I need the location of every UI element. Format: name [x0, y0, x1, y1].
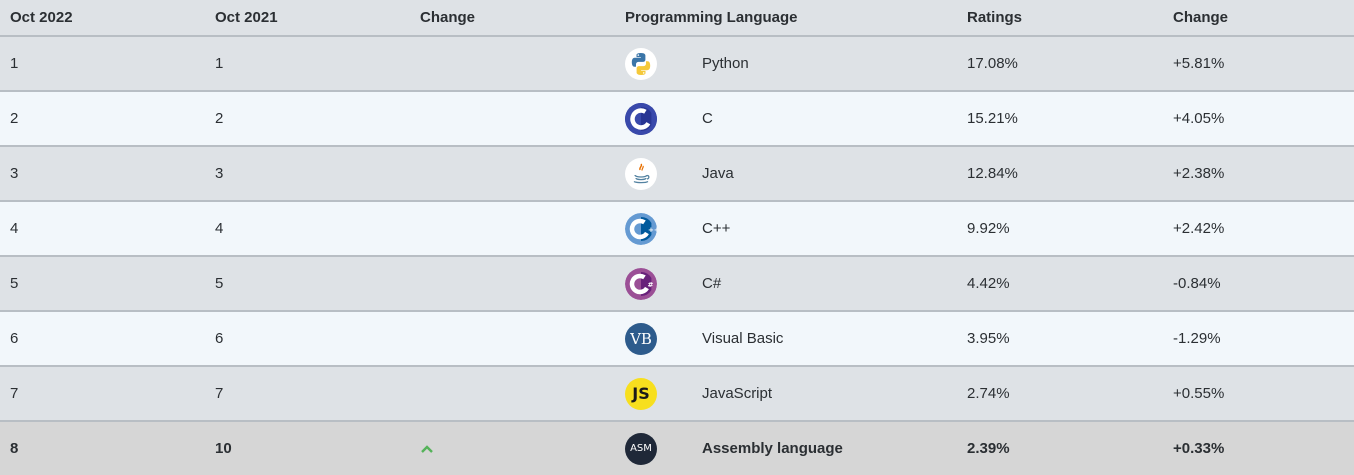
rating-change: +5.81%	[1173, 55, 1225, 72]
table-row: 7 7 JS JavaScript 2.74% +0.55%	[0, 367, 1354, 422]
language-logo	[625, 37, 657, 90]
language-name[interactable]: Python	[702, 55, 749, 72]
table-row: 2 2 C 15.21% +4.05%	[0, 92, 1354, 147]
language-logo: #	[625, 257, 657, 310]
language-logo	[625, 92, 657, 145]
header-rating-change[interactable]: Change	[1173, 9, 1229, 26]
language-logo	[625, 147, 657, 200]
rank-2021: 5	[215, 275, 224, 292]
rating: 9.92%	[967, 220, 1010, 237]
language-name[interactable]: JavaScript	[702, 385, 773, 402]
js-icon-text: JS	[632, 384, 650, 403]
rank-2022: 8	[10, 440, 19, 457]
rating: 2.39%	[967, 440, 1010, 457]
rating: 2.74%	[967, 385, 1010, 402]
rating-change: +2.42%	[1173, 220, 1225, 237]
rank-2021: 10	[215, 440, 232, 457]
python-icon	[625, 47, 657, 80]
rank-2022: 4	[10, 220, 19, 237]
rank-2022: 1	[10, 55, 19, 72]
rating-change: +2.38%	[1173, 165, 1225, 182]
arrow-up-icon	[421, 444, 433, 453]
rank-2021: 6	[215, 330, 224, 347]
language-name[interactable]: Assembly language	[702, 440, 843, 457]
rank-2021: 7	[215, 385, 224, 402]
header-change[interactable]: Change	[420, 9, 476, 26]
asm-icon-text: ASM	[630, 443, 652, 454]
rating-change: -1.29%	[1173, 330, 1221, 347]
rating: 15.21%	[967, 110, 1018, 127]
vb-icon-text: VB	[630, 329, 652, 348]
table-row: 3 3 Java 12.84% +2.38%	[0, 147, 1354, 202]
header-oct-2022[interactable]: Oct 2022	[10, 9, 73, 26]
javascript-icon: JS	[625, 377, 657, 410]
svg-text:#: #	[648, 281, 654, 289]
table-row: 6 6 VB Visual Basic 3.95% -1.29%	[0, 312, 1354, 367]
rank-2021: 4	[215, 220, 224, 237]
rating-change: +4.05%	[1173, 110, 1225, 127]
cpp-icon: ++	[625, 212, 657, 245]
rating-change: +0.55%	[1173, 385, 1225, 402]
rank-2022: 7	[10, 385, 19, 402]
table-row-highlighted: 8 10 ASM Assembly language 2.39% +0.33%	[0, 422, 1354, 475]
rank-2021: 3	[215, 165, 224, 182]
language-name[interactable]: C++	[702, 220, 731, 237]
language-logo: JS	[625, 367, 657, 420]
language-name[interactable]: Java	[702, 165, 734, 182]
table-row: 1 1 Python 17.08% +5.81%	[0, 37, 1354, 92]
table-row: 4 4 ++ C++ 9.92% +2.42%	[0, 202, 1354, 257]
rank-2022: 3	[10, 165, 19, 182]
rating: 12.84%	[967, 165, 1018, 182]
rating-change: -0.84%	[1173, 275, 1221, 292]
rank-2022: 6	[10, 330, 19, 347]
header-ratings[interactable]: Ratings	[967, 9, 1023, 26]
rating: 3.95%	[967, 330, 1010, 347]
language-name[interactable]: C	[702, 110, 713, 127]
rank-2022: 2	[10, 110, 19, 127]
table-header: Oct 2022 Oct 2021 Change Programming Lan…	[0, 0, 1354, 37]
rating-change: +0.33%	[1173, 440, 1225, 457]
assembly-icon: ASM	[625, 432, 657, 465]
header-programming-language[interactable]: Programming Language	[625, 9, 798, 26]
rank-2022: 5	[10, 275, 19, 292]
rank-2021: 2	[215, 110, 224, 127]
language-name[interactable]: C#	[702, 275, 722, 292]
csharp-icon: #	[625, 267, 657, 300]
language-name[interactable]: Visual Basic	[702, 330, 784, 347]
language-logo: ++	[625, 202, 657, 255]
language-logo: VB	[625, 312, 657, 365]
svg-text:++: ++	[648, 226, 657, 234]
rating: 17.08%	[967, 55, 1018, 72]
java-icon	[625, 157, 657, 190]
language-logo: ASM	[625, 422, 657, 475]
rating: 4.42%	[967, 275, 1010, 292]
table-row: 5 5 # C# 4.42% -0.84%	[0, 257, 1354, 312]
rank-2021: 1	[215, 55, 224, 72]
c-icon	[625, 102, 657, 135]
change-indicator	[420, 422, 434, 475]
header-oct-2021[interactable]: Oct 2021	[215, 9, 278, 26]
vb-icon: VB	[625, 322, 657, 355]
